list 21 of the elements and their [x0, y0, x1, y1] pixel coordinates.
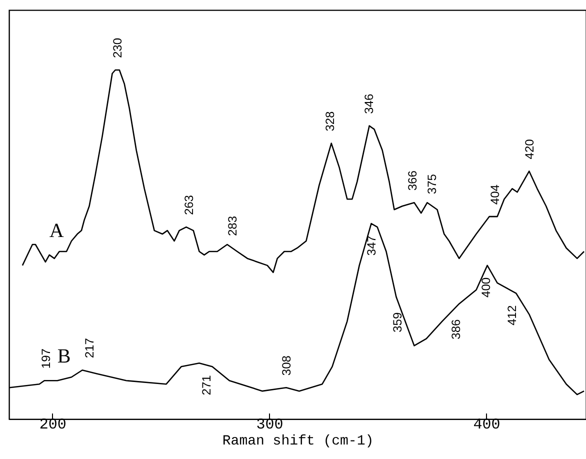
annotation: 400: [479, 277, 494, 298]
annotation: 328: [323, 110, 338, 132]
annotation: 420: [522, 138, 537, 160]
annotation: 375: [424, 174, 439, 194]
annotation: 347: [364, 235, 378, 256]
annotation: 230: [110, 38, 124, 58]
series-label: B: [57, 346, 71, 368]
annotation: 271: [199, 374, 214, 396]
series-label: A: [49, 220, 64, 242]
annotation: 263: [182, 194, 196, 216]
annotation: 308: [280, 355, 294, 376]
annotation: 217: [82, 338, 96, 358]
annotation: 197: [38, 348, 53, 369]
annotation: 366: [405, 170, 420, 191]
annotation: 412: [505, 305, 520, 326]
annotation: 346: [362, 93, 376, 114]
x-axis-title: Raman shift (cm-1): [222, 434, 374, 450]
annotation: 386: [448, 319, 463, 340]
annotation: 404: [488, 184, 502, 205]
annotation: 359: [390, 312, 404, 332]
annotation: 283: [225, 216, 240, 236]
